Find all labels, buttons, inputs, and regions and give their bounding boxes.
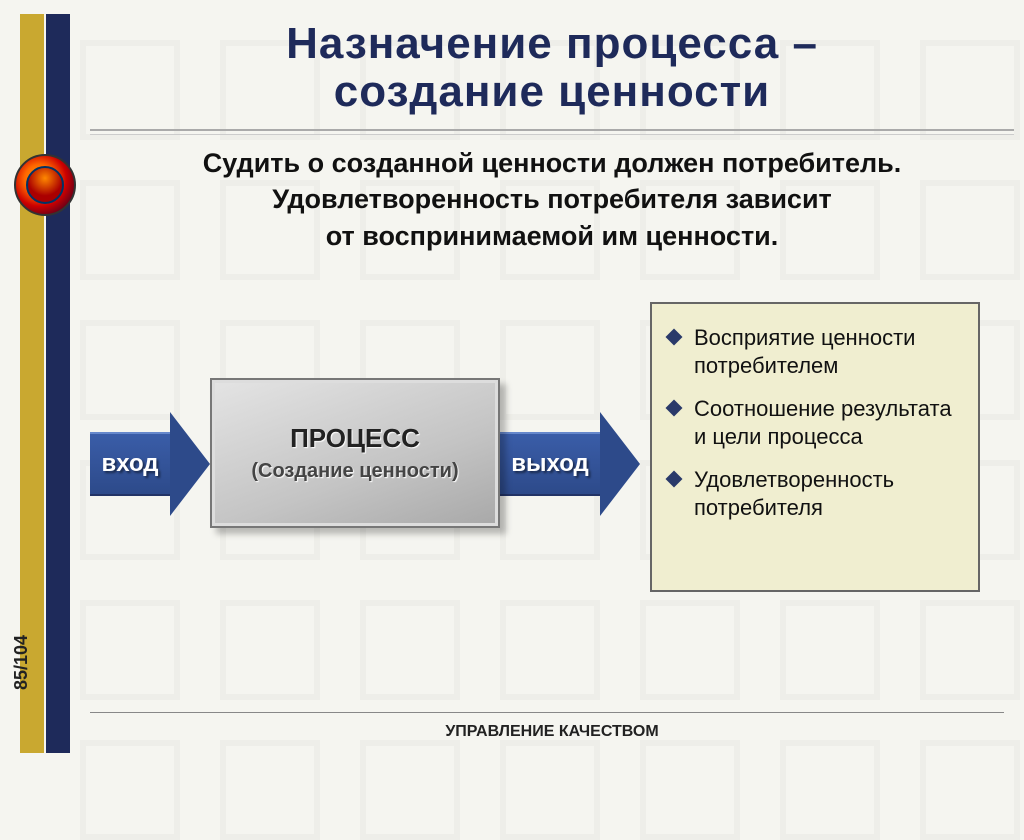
process-box-title: ПРОЦЕСС — [290, 423, 420, 454]
title-line-1: Назначение процесса – — [286, 19, 818, 68]
output-arrow: выход — [500, 412, 640, 516]
footer-divider — [90, 712, 1004, 713]
subtext-line-2: Удовлетворенность потребителя зависит — [272, 184, 832, 214]
subtitle-text: Судить о созданной ценности должен потре… — [90, 145, 1014, 254]
diamond-bullet-icon — [666, 329, 683, 346]
title-line-2: создание ценности — [334, 67, 770, 116]
title-divider — [90, 129, 1014, 135]
side-logo-icon — [14, 154, 76, 216]
input-arrow: вход — [90, 412, 210, 516]
output-item: Соотношение результата и цели процесса — [668, 395, 962, 450]
input-arrow-label: вход — [90, 432, 170, 496]
output-arrow-head-icon — [600, 412, 640, 516]
output-item: Восприятие ценности потребителем — [668, 324, 962, 379]
output-item: Удовлетворенность потребителя — [668, 466, 962, 521]
process-box: ПРОЦЕСС (Создание ценности) — [210, 378, 500, 528]
output-arrow-label: выход — [500, 432, 600, 496]
subtext-line-1: Судить о созданной ценности должен потре… — [203, 148, 902, 178]
subtext-line-3: от воспринимаемой им ценности. — [326, 221, 779, 251]
page-number: 85/104 — [11, 635, 32, 690]
footer-text: УПРАВЛЕНИЕ КАЧЕСТВОМ — [90, 723, 1014, 741]
diamond-bullet-icon — [666, 400, 683, 417]
side-stripe-navy — [46, 14, 70, 753]
output-item-text: Соотношение результата и цели процесса — [694, 395, 962, 450]
diamond-bullet-icon — [666, 471, 683, 488]
content-area: Назначение процесса – создание ценности … — [90, 14, 1014, 753]
slide-title: Назначение процесса – создание ценности — [90, 14, 1014, 117]
output-item-text: Восприятие ценности потребителем — [694, 324, 962, 379]
output-box: Восприятие ценности потребителем Соотноше… — [650, 302, 980, 592]
input-arrow-head-icon — [170, 412, 210, 516]
side-bar: 85/104 — [16, 14, 74, 753]
process-box-subtitle: (Создание ценности) — [251, 460, 458, 483]
output-item-text: Удовлетворенность потребителя — [694, 466, 962, 521]
process-diagram: вход выход ПРОЦЕСС (Создание ценности) Воспр… — [90, 292, 1014, 612]
